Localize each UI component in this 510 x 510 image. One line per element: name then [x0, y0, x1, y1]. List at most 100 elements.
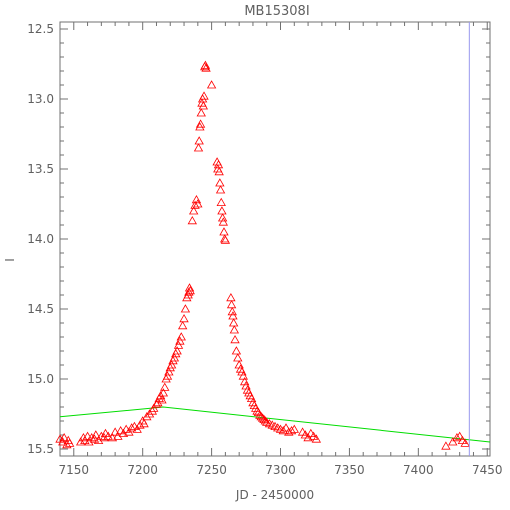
data-point [195, 122, 205, 131]
data-point [166, 360, 177, 369]
model-line-group [59, 406, 491, 443]
data-point [126, 423, 137, 432]
data-point [201, 63, 211, 72]
x-tick-label: 7400 [403, 463, 434, 477]
model-line [59, 406, 491, 443]
data-point [164, 367, 174, 376]
data-point [220, 235, 231, 244]
data-point [229, 325, 240, 334]
data-point [193, 199, 203, 208]
data-point [196, 108, 206, 117]
y-axis-ticks: 12.5 13.0 13.5 14.0 14.5 15.0 15.5 [27, 22, 490, 456]
data-point [198, 101, 209, 110]
data-point [289, 424, 299, 433]
data-point [89, 434, 100, 443]
data-point [184, 283, 195, 292]
data-point [139, 418, 149, 428]
data-point [135, 420, 145, 429]
data-point [124, 427, 134, 436]
x-axis-label: JD - 2450000 [235, 488, 314, 502]
data-point [441, 441, 451, 450]
data-point [200, 60, 211, 69]
data-point [230, 334, 240, 344]
data-point [59, 432, 69, 442]
y-axis-label: I [3, 258, 17, 262]
data-point [252, 406, 262, 415]
data-point [180, 304, 191, 313]
data-point [183, 290, 193, 299]
x-axis-ticks: 7150 7200 7250 7300 7350 7400 7450 [59, 22, 503, 477]
x-tick-label: 7300 [265, 463, 296, 477]
data-point [281, 423, 291, 432]
data-point [58, 437, 68, 446]
plot-frame [59, 21, 491, 457]
data-point [452, 432, 462, 442]
data-point [187, 215, 197, 225]
data-point [82, 431, 93, 440]
y-tick-label: 13.0 [27, 92, 54, 106]
data-point [160, 382, 170, 391]
data-point [91, 430, 101, 439]
data-point [226, 299, 237, 309]
data-point [311, 434, 322, 443]
data-point [99, 432, 109, 442]
data-point [144, 409, 155, 418]
data-point [217, 213, 228, 222]
data-point [215, 178, 225, 187]
data-point [260, 416, 271, 425]
data-point [118, 428, 129, 438]
data-point [195, 119, 206, 128]
y-tick-label: 14.5 [27, 302, 54, 316]
data-point [185, 285, 195, 295]
data-point [158, 388, 169, 397]
data-point [176, 332, 186, 341]
data-point [110, 427, 120, 436]
y-tick-label: 12.5 [27, 22, 54, 36]
x-tick-label: 7450 [472, 463, 503, 477]
y-tick-label: 15.5 [27, 442, 54, 456]
data-point [215, 185, 226, 194]
data-point [103, 431, 113, 440]
data-point [151, 399, 162, 408]
data-point [142, 411, 152, 421]
data-point [184, 287, 194, 296]
y-tick-label: 15.0 [27, 372, 54, 386]
data-point [454, 431, 465, 440]
data-point [194, 136, 204, 145]
data-point [75, 437, 86, 446]
data-point [233, 353, 243, 362]
data-point [157, 395, 167, 404]
data-point [193, 143, 204, 152]
x-tick-label: 7350 [334, 463, 365, 477]
data-point [188, 206, 199, 215]
data-point [173, 340, 184, 349]
data-point [460, 438, 470, 447]
data-point [132, 424, 142, 433]
data-point [175, 336, 185, 345]
data-point [219, 227, 229, 236]
data-point [206, 80, 217, 89]
data-point [213, 159, 224, 169]
data-point [217, 206, 227, 215]
data-point [80, 435, 90, 445]
data-point [190, 200, 200, 209]
data-point [228, 311, 238, 320]
data-point [231, 346, 242, 355]
data-point [199, 91, 209, 100]
data-point [179, 313, 189, 323]
data-point [238, 371, 248, 380]
y-tick-label: 13.5 [27, 162, 54, 176]
x-tick-label: 7150 [59, 463, 90, 477]
data-point [64, 438, 75, 447]
x-tick-label: 7200 [127, 463, 158, 477]
data-points [55, 60, 470, 450]
data-point [220, 234, 230, 243]
data-point [153, 397, 163, 407]
data-point [448, 437, 458, 446]
data-point [161, 374, 171, 383]
data-point [227, 306, 237, 316]
data-point [62, 439, 72, 449]
chart-title: MB15308I [244, 4, 309, 19]
data-point [286, 425, 297, 435]
